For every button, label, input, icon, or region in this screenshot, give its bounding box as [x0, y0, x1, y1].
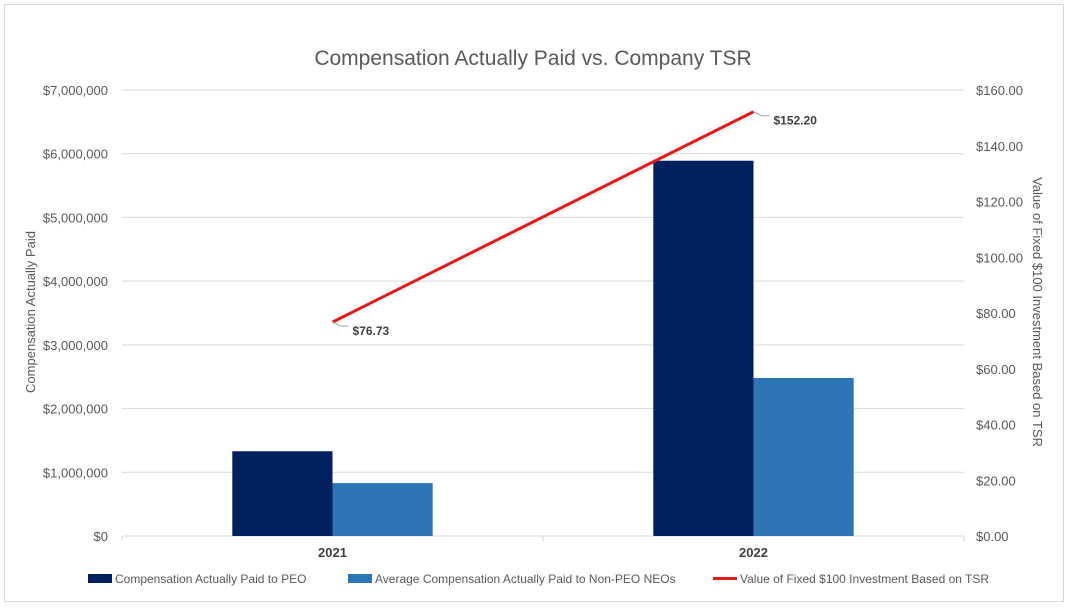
y2-tick-label: $40.00 — [976, 418, 1016, 433]
y-tick-label: $7,000,000 — [43, 83, 108, 98]
chart-border — [4, 4, 1064, 602]
bar — [332, 483, 433, 536]
y2-tick-label: $20.00 — [976, 473, 1016, 488]
legend-label: Value of Fixed $100 Investment Based on … — [740, 572, 989, 586]
y2-tick-label: $100.00 — [976, 250, 1023, 265]
y2-tick-label: $80.00 — [976, 306, 1016, 321]
x-tick-label: 2022 — [739, 545, 768, 560]
data-label-leader — [753, 111, 770, 117]
y2-tick-label: $0.00 — [976, 529, 1009, 544]
data-label-leader — [332, 321, 349, 327]
y-tick-label: $4,000,000 — [43, 274, 108, 289]
y-tick-label: $1,000,000 — [43, 465, 108, 480]
chart-title: Compensation Actually Paid vs. Company T… — [314, 47, 751, 70]
x-tick-label: 2021 — [318, 545, 347, 560]
tsr-line — [331, 110, 755, 324]
y-tick-label: $6,000,000 — [43, 147, 108, 162]
data-label: $152.20 — [774, 114, 818, 128]
y-tick-label: $5,000,000 — [43, 210, 108, 225]
y2-tick-label: $60.00 — [976, 362, 1016, 377]
legend-label: Compensation Actually Paid to PEO — [115, 572, 306, 586]
legend-swatch — [348, 574, 372, 583]
y2-tick-label: $160.00 — [976, 83, 1023, 98]
bar — [232, 451, 333, 536]
y2-tick-label: $120.00 — [976, 195, 1023, 210]
bar — [753, 377, 854, 536]
bar — [653, 160, 754, 537]
y2-axis-title: Value of Fixed $100 Investment Based on … — [1030, 177, 1045, 447]
y-tick-label: $0 — [94, 529, 108, 544]
y-axis-title: Compensation Actually Paid — [23, 231, 38, 393]
legend-swatch — [88, 574, 112, 583]
y-tick-label: $2,000,000 — [43, 402, 108, 417]
legend-label: Average Compensation Actually Paid to No… — [375, 572, 676, 586]
y2-tick-label: $140.00 — [976, 139, 1023, 154]
data-label: $76.73 — [353, 324, 390, 338]
y-tick-label: $3,000,000 — [43, 338, 108, 353]
